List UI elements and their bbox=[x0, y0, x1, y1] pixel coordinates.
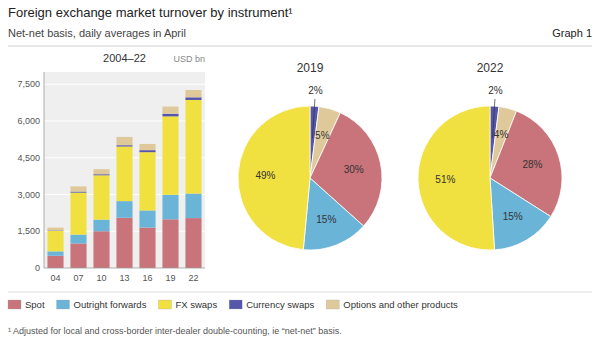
bar-segment bbox=[93, 174, 109, 175]
y-tick-label: 7,500 bbox=[17, 79, 40, 89]
chart-root: Foreign exchange market turnover by inst… bbox=[0, 0, 600, 359]
plot-background bbox=[44, 72, 205, 268]
bar-segment bbox=[139, 144, 155, 150]
pie-title: 2022 bbox=[477, 61, 504, 75]
data-label: 4% bbox=[494, 129, 509, 140]
bar-segment bbox=[70, 192, 86, 193]
bar-segment bbox=[70, 244, 86, 269]
legend-swatch bbox=[158, 300, 171, 309]
bar-segment bbox=[116, 147, 132, 202]
grid-line bbox=[44, 121, 205, 122]
data-label: 5% bbox=[315, 130, 330, 141]
x-tick-label: 19 bbox=[165, 273, 175, 283]
y-tick-label: 3,000 bbox=[17, 190, 40, 200]
pie: 2022 2% 4% 28% 15% 51% bbox=[418, 61, 562, 250]
bar-segment bbox=[70, 235, 86, 244]
bar-segment bbox=[162, 219, 178, 268]
legend: Spot Outright forwards FX swaps Currency sw… bbox=[8, 299, 458, 310]
data-label: 15% bbox=[316, 214, 336, 225]
bar-segment bbox=[185, 100, 201, 194]
bar-segment bbox=[139, 228, 155, 268]
data-label: 51% bbox=[435, 174, 455, 185]
legend-label: FX swaps bbox=[175, 299, 217, 310]
footnote: ¹ Adjusted for local and cross-border in… bbox=[8, 326, 342, 336]
legend-label: Options and other products bbox=[343, 299, 458, 310]
bar-segment bbox=[47, 228, 63, 231]
bar-segment bbox=[185, 218, 201, 268]
bar-segment bbox=[93, 175, 109, 219]
bar-segment bbox=[93, 220, 109, 232]
axis-label: USD bn bbox=[173, 54, 205, 64]
pie-title: 2019 bbox=[297, 61, 324, 75]
bar-segment bbox=[162, 195, 178, 220]
bar-segment bbox=[185, 90, 201, 97]
pie-slice bbox=[490, 178, 551, 250]
bar-segment bbox=[185, 194, 201, 219]
bar-segment bbox=[185, 97, 201, 100]
data-label: 28% bbox=[522, 159, 542, 170]
bar-segment bbox=[47, 231, 63, 251]
grid-line bbox=[44, 84, 205, 85]
legend-label: Outright forwards bbox=[74, 299, 147, 310]
pie-slice bbox=[303, 178, 363, 250]
legend-rule bbox=[8, 292, 592, 293]
x-axis-line bbox=[44, 268, 205, 269]
legend-label: Currency swaps bbox=[246, 299, 314, 310]
y-tick-label: 0 bbox=[35, 263, 40, 273]
bar-segment bbox=[162, 114, 178, 117]
bar-segment bbox=[139, 152, 155, 210]
legend-label: Spot bbox=[25, 299, 45, 310]
bar-segment bbox=[162, 107, 178, 114]
x-tick-label: 16 bbox=[142, 273, 152, 283]
bar-panel: 0 1,500 3,000 4,500 6,000 7,500 04 07 10 13 16 19 22… bbox=[17, 52, 205, 283]
x-tick-label: 10 bbox=[96, 273, 106, 283]
data-label: 30% bbox=[344, 164, 364, 175]
y-tick-label: 1,500 bbox=[17, 226, 40, 236]
data-label: 49% bbox=[255, 170, 275, 181]
panel-title: 2004–22 bbox=[103, 52, 146, 64]
subtitle: Net-net basis, daily averages in April bbox=[8, 27, 186, 39]
title: Foreign exchange market turnover by inst… bbox=[8, 5, 293, 20]
pie-slice bbox=[418, 106, 495, 250]
graph-label: Graph 1 bbox=[552, 27, 592, 39]
data-label: 2% bbox=[488, 85, 503, 96]
data-label: 15% bbox=[503, 211, 523, 222]
y-tick-label: 4,500 bbox=[17, 153, 40, 163]
grid-line bbox=[44, 268, 205, 269]
pie: 2019 2% 5% 30% 15% 49% bbox=[238, 61, 382, 250]
x-tick-label: 07 bbox=[73, 273, 83, 283]
y-axis-line bbox=[44, 72, 45, 268]
bar-segment bbox=[47, 251, 63, 255]
legend-swatch bbox=[326, 300, 339, 309]
bar-segment bbox=[70, 193, 86, 235]
bar-segment bbox=[47, 256, 63, 268]
x-tick-label: 22 bbox=[188, 273, 198, 283]
x-tick-label: 04 bbox=[50, 273, 60, 283]
bar-segment bbox=[93, 231, 109, 268]
legend-swatch bbox=[57, 300, 70, 309]
legend-swatch bbox=[229, 300, 242, 309]
pie-slice bbox=[238, 106, 310, 250]
bar-segment bbox=[116, 218, 132, 268]
data-label: 2% bbox=[308, 85, 323, 96]
bar-segment bbox=[116, 145, 132, 146]
bar-segment bbox=[139, 150, 155, 152]
header-rule bbox=[8, 46, 592, 47]
bars bbox=[47, 90, 201, 268]
y-tick-label: 6,000 bbox=[17, 116, 40, 126]
bar-segment bbox=[116, 201, 132, 218]
bar-segment bbox=[162, 116, 178, 194]
bar-segment bbox=[70, 186, 86, 191]
bar-segment bbox=[116, 137, 132, 145]
bar-segment bbox=[139, 210, 155, 227]
legend-swatch bbox=[8, 300, 21, 309]
x-tick-label: 13 bbox=[119, 273, 129, 283]
bar-segment bbox=[93, 169, 109, 174]
